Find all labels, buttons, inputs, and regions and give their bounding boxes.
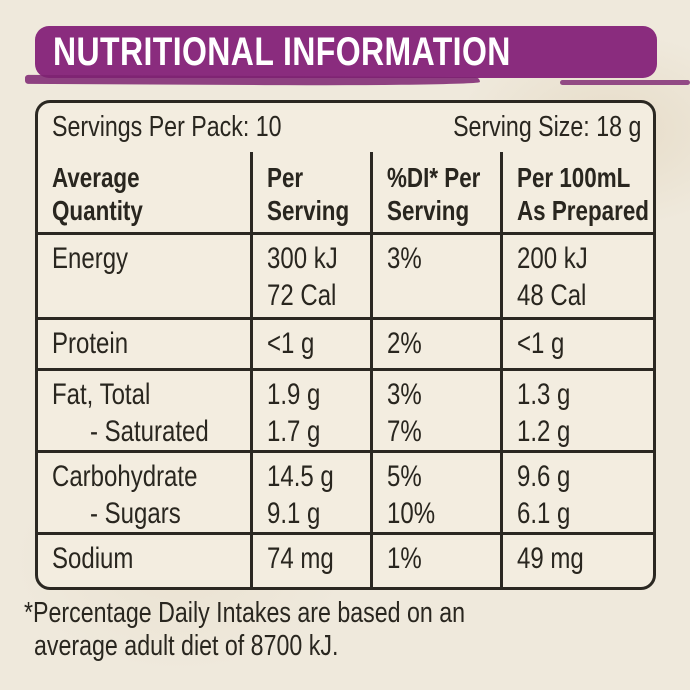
per-100ml-cell: 200 kJ 48 Cal	[500, 235, 653, 317]
di-cell: 1%	[370, 535, 500, 587]
nutrient-name-cell: Carbohydrate - Sugars	[52, 460, 198, 530]
nutrient-name-cell: Energy	[52, 242, 129, 275]
page-title: NUTRITIONAL INFORMATION	[53, 29, 511, 74]
nutrient-name-cell: Fat, Total - Saturated	[52, 378, 209, 448]
per-100ml-cell: 1.3 g 1.2 g	[500, 371, 653, 450]
daily-intake-footnote: *Percentage Daily Intakes are based on a…	[24, 597, 575, 663]
per-serving-cell: 14.5 g 9.1 g	[250, 453, 370, 532]
brush-stroke-left	[24, 74, 481, 87]
per-serving-cell: <1 g	[250, 320, 370, 368]
per-serving-cell: 300 kJ 72 Cal	[250, 235, 370, 317]
header-per-serving: Per Serving	[250, 152, 370, 232]
nutrient-name-cell: Sodium	[52, 542, 134, 575]
per-100ml-cell: 49 mg	[500, 535, 653, 587]
nutrient-name-cell: Protein	[52, 327, 129, 360]
table-header-row: Average Quantity Per Serving %DI* Per Se…	[38, 152, 653, 232]
di-cell: 3% 7%	[370, 371, 500, 450]
table-row-fat: Fat, Total - Saturated 1.9 g 1.7 g 3% 7%…	[38, 368, 653, 450]
per-100ml-cell: <1 g	[500, 320, 653, 368]
table-row-protein: Protein <1 g 2% <1 g	[38, 317, 653, 368]
nutrition-header-banner: NUTRITIONAL INFORMATION	[35, 26, 657, 78]
table-row-energy: Energy 300 kJ 72 Cal 3% 200 kJ 48 Cal	[38, 232, 653, 317]
header-per-100ml: Per 100mL As Prepared	[500, 152, 653, 232]
per-serving-cell: 1.9 g 1.7 g	[250, 371, 370, 450]
footnote-line1: *Percentage Daily Intakes are based on a…	[24, 597, 466, 629]
serving-size: Serving Size: 18 g	[452, 111, 641, 143]
table-row-sodium: Sodium 74 mg 1% 49 mg	[38, 532, 653, 587]
di-cell: 5% 10%	[370, 453, 500, 532]
brush-stroke-right	[560, 80, 690, 85]
servings-per-pack: Servings Per Pack: 10	[52, 111, 282, 143]
di-cell: 3%	[370, 235, 500, 317]
footnote-line2: average adult diet of 8700 kJ.	[34, 630, 339, 662]
table-row-carbohydrate: Carbohydrate - Sugars 14.5 g 9.1 g 5% 10…	[38, 450, 653, 532]
per-100ml-cell: 9.6 g 6.1 g	[500, 453, 653, 532]
header-di-per-serving: %DI* Per Serving	[370, 152, 500, 232]
di-cell: 2%	[370, 320, 500, 368]
header-average-quantity: Average Quantity	[52, 162, 143, 226]
per-serving-cell: 74 mg	[250, 535, 370, 587]
servings-info-row: Servings Per Pack: 10 Serving Size: 18 g	[38, 103, 653, 152]
nutrition-table: Servings Per Pack: 10 Serving Size: 18 g…	[35, 100, 656, 590]
